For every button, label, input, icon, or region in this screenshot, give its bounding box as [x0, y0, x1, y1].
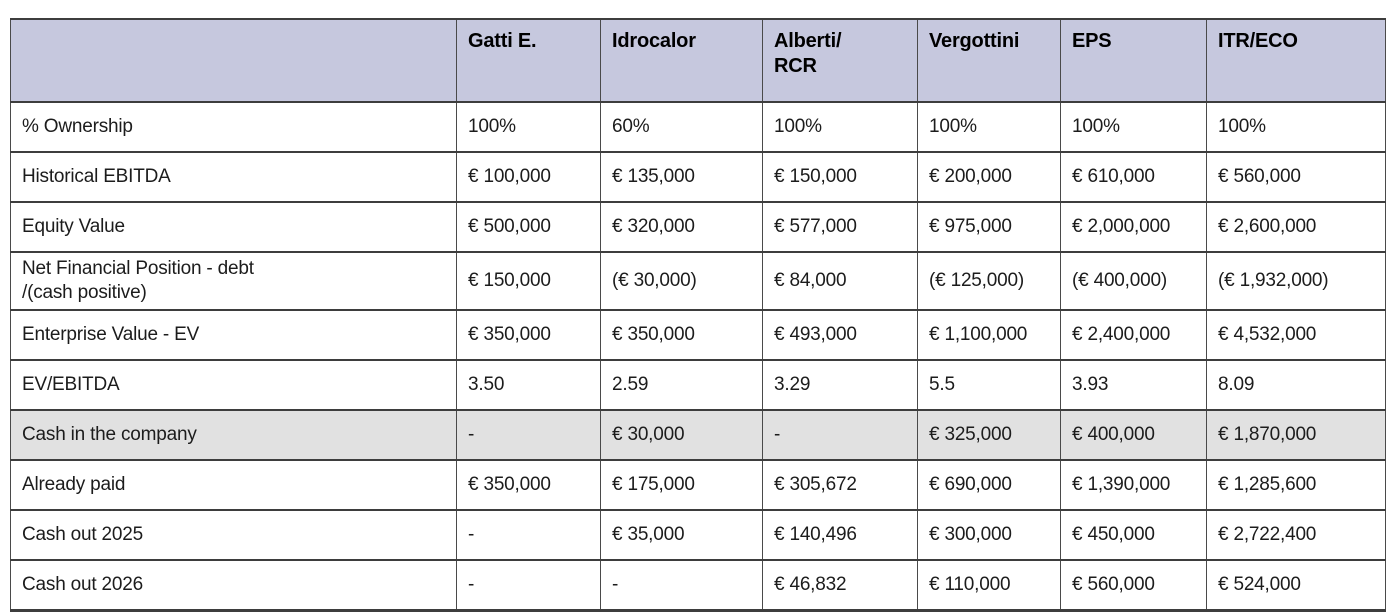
cell-value: € 975,000 [917, 201, 1061, 253]
cell-value: 100% [1206, 101, 1386, 153]
cell-value: € 150,000 [762, 151, 918, 203]
cell-value: 100% [917, 101, 1061, 153]
row-label: Cash out 2026 [10, 558, 457, 612]
table-header: Gatti E. Idrocalor Alberti/ RCR Vergottini E… [10, 18, 1386, 103]
cell-value: € 560,000 [1206, 151, 1386, 203]
cell-value: 60% [600, 101, 763, 153]
cell-value: € 305,672 [762, 458, 918, 511]
cell-value: 2.59 [600, 358, 763, 411]
cell-value: 3.93 [1060, 358, 1207, 411]
cell-value: 8.09 [1206, 358, 1386, 411]
cell-value: € 135,000 [600, 151, 763, 203]
column-header: ITR/ECO [1206, 18, 1386, 103]
column-header: Idrocalor [600, 18, 763, 103]
cell-value: € 30,000 [600, 408, 763, 461]
cell-value: € 500,000 [456, 201, 601, 253]
cell-value: € 2,400,000 [1060, 308, 1207, 361]
row-label: Historical EBITDA [10, 151, 457, 203]
cell-value: € 450,000 [1060, 508, 1207, 561]
header-row: Gatti E. Idrocalor Alberti/ RCR Vergottini E… [10, 18, 1386, 103]
table-body: % Ownership 100% 60% 100% 100% 100% 100% Histor… [10, 101, 1386, 612]
corner-header-cell [10, 18, 457, 103]
cell-value: € 1,390,000 [1060, 458, 1207, 511]
row-label: Cash in the company [10, 408, 457, 461]
cell-value: - [456, 508, 601, 561]
table-container: Gatti E. Idrocalor Alberti/ RCR Vergottini E… [10, 18, 1386, 612]
cell-value: € 300,000 [917, 508, 1061, 561]
cell-value: € 2,000,000 [1060, 201, 1207, 253]
table-row: Historical EBITDA € 100,000 € 135,000 € 150… [10, 151, 1386, 203]
cell-value: 100% [762, 101, 918, 153]
table-row: % Ownership 100% 60% 100% 100% 100% 100% [10, 101, 1386, 153]
valuation-table: Gatti E. Idrocalor Alberti/ RCR Vergottini E… [10, 18, 1386, 612]
cell-value: € 320,000 [600, 201, 763, 253]
column-header: Gatti E. [456, 18, 601, 103]
cell-value: € 100,000 [456, 151, 601, 203]
row-label: % Ownership [10, 101, 457, 153]
cell-value: € 350,000 [456, 308, 601, 361]
cell-value: 100% [456, 101, 601, 153]
cell-value: 5.5 [917, 358, 1061, 411]
row-label: Net Financial Position - debt /(cash pos… [10, 251, 457, 311]
cell-value: € 175,000 [600, 458, 763, 511]
cell-value: 3.29 [762, 358, 918, 411]
cell-value: € 400,000 [1060, 408, 1207, 461]
cell-value: - [762, 408, 918, 461]
table-row: Already paid € 350,000 € 175,000 € 305,672 €… [10, 458, 1386, 511]
cell-value: (€ 30,000) [600, 251, 763, 311]
row-label: Enterprise Value - EV [10, 308, 457, 361]
cell-value: 100% [1060, 101, 1207, 153]
cell-value: € 2,722,400 [1206, 508, 1386, 561]
cell-value: € 1,870,000 [1206, 408, 1386, 461]
cell-value: - [456, 408, 601, 461]
cell-value: € 140,496 [762, 508, 918, 561]
cell-value: 3.50 [456, 358, 601, 411]
cell-value: € 577,000 [762, 201, 918, 253]
cell-value: € 690,000 [917, 458, 1061, 511]
cell-value: € 2,600,000 [1206, 201, 1386, 253]
cell-value: € 4,532,000 [1206, 308, 1386, 361]
column-header: Vergottini [917, 18, 1061, 103]
table-row: Cash out 2026- - € 46,832 € 110,000 € 560,00… [10, 558, 1386, 612]
cell-value: € 524,000 [1206, 558, 1386, 612]
cell-value: (€ 1,932,000) [1206, 251, 1386, 311]
cell-value: € 325,000 [917, 408, 1061, 461]
cell-value: € 35,000 [600, 508, 763, 561]
cell-value: € 110,000 [917, 558, 1061, 612]
table-row: Enterprise Value - EV € 350,000 € 350,000 €… [10, 308, 1386, 361]
table-row: Cash in the company - € 30,000- € 325,000 € … [10, 408, 1386, 461]
row-label: EV/EBITDA [10, 358, 457, 411]
table-row: Cash out 2025- € 35,000 € 140,496 € 300,000… [10, 508, 1386, 561]
cell-value: € 350,000 [456, 458, 601, 511]
cell-value: € 1,100,000 [917, 308, 1061, 361]
cell-value: € 84,000 [762, 251, 918, 311]
cell-value: (€ 400,000) [1060, 251, 1207, 311]
column-header: EPS [1060, 18, 1207, 103]
cell-value: € 200,000 [917, 151, 1061, 203]
cell-value: € 560,000 [1060, 558, 1207, 612]
cell-value: € 493,000 [762, 308, 918, 361]
row-label: Already paid [10, 458, 457, 511]
table-row: Equity Value € 500,000 € 320,000 € 577,000 €… [10, 201, 1386, 253]
cell-value: € 610,000 [1060, 151, 1207, 203]
cell-value: € 150,000 [456, 251, 601, 311]
cell-value: € 46,832 [762, 558, 918, 612]
cell-value: € 1,285,600 [1206, 458, 1386, 511]
cell-value: - [600, 558, 763, 612]
table-row: Net Financial Position - debt /(cash pos… [10, 251, 1386, 311]
cell-value: € 350,000 [600, 308, 763, 361]
cell-value: (€ 125,000) [917, 251, 1061, 311]
row-label: Equity Value [10, 201, 457, 253]
table-row: EV/EBITDA 3.50 2.59 3.29 5.5 3.93 8.09 [10, 358, 1386, 411]
row-label: Cash out 2025 [10, 508, 457, 561]
cell-value: - [456, 558, 601, 612]
column-header: Alberti/ RCR [762, 18, 918, 103]
